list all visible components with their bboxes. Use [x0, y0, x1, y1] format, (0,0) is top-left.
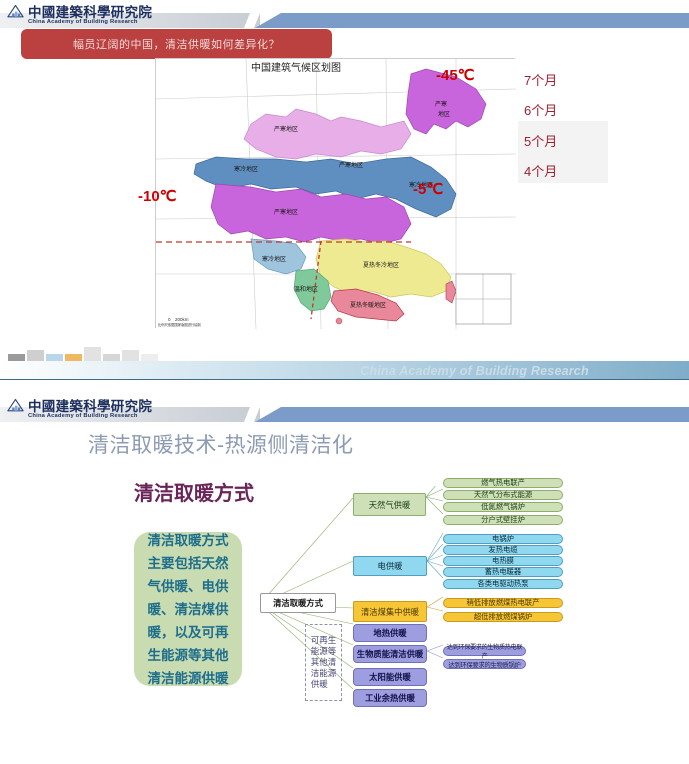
svg-text:中国建筑气候区划图: 中国建筑气候区划图: [251, 61, 341, 74]
svg-text:温和地区: 温和地区: [294, 285, 318, 293]
svg-text:严寒: 严寒: [435, 100, 447, 108]
svg-text:比例尺依据国家版图进行绘制: 比例尺依据国家版图进行绘制: [158, 322, 202, 327]
svg-text:地区: 地区: [438, 110, 450, 118]
svg-text:寒冷地区: 寒冷地区: [262, 255, 286, 263]
svg-text:夏热冬冷地区: 夏热冬冷地区: [363, 261, 399, 269]
svg-text:严寒地区: 严寒地区: [339, 161, 363, 169]
svg-text:0 200km: 0 200km: [168, 317, 189, 322]
svg-text:严寒地区: 严寒地区: [274, 208, 298, 216]
svg-text:严寒地区: 严寒地区: [274, 125, 298, 133]
svg-text:夏热冬暖地区: 夏热冬暖地区: [350, 301, 386, 309]
svg-text:寒冷地区: 寒冷地区: [234, 165, 258, 173]
